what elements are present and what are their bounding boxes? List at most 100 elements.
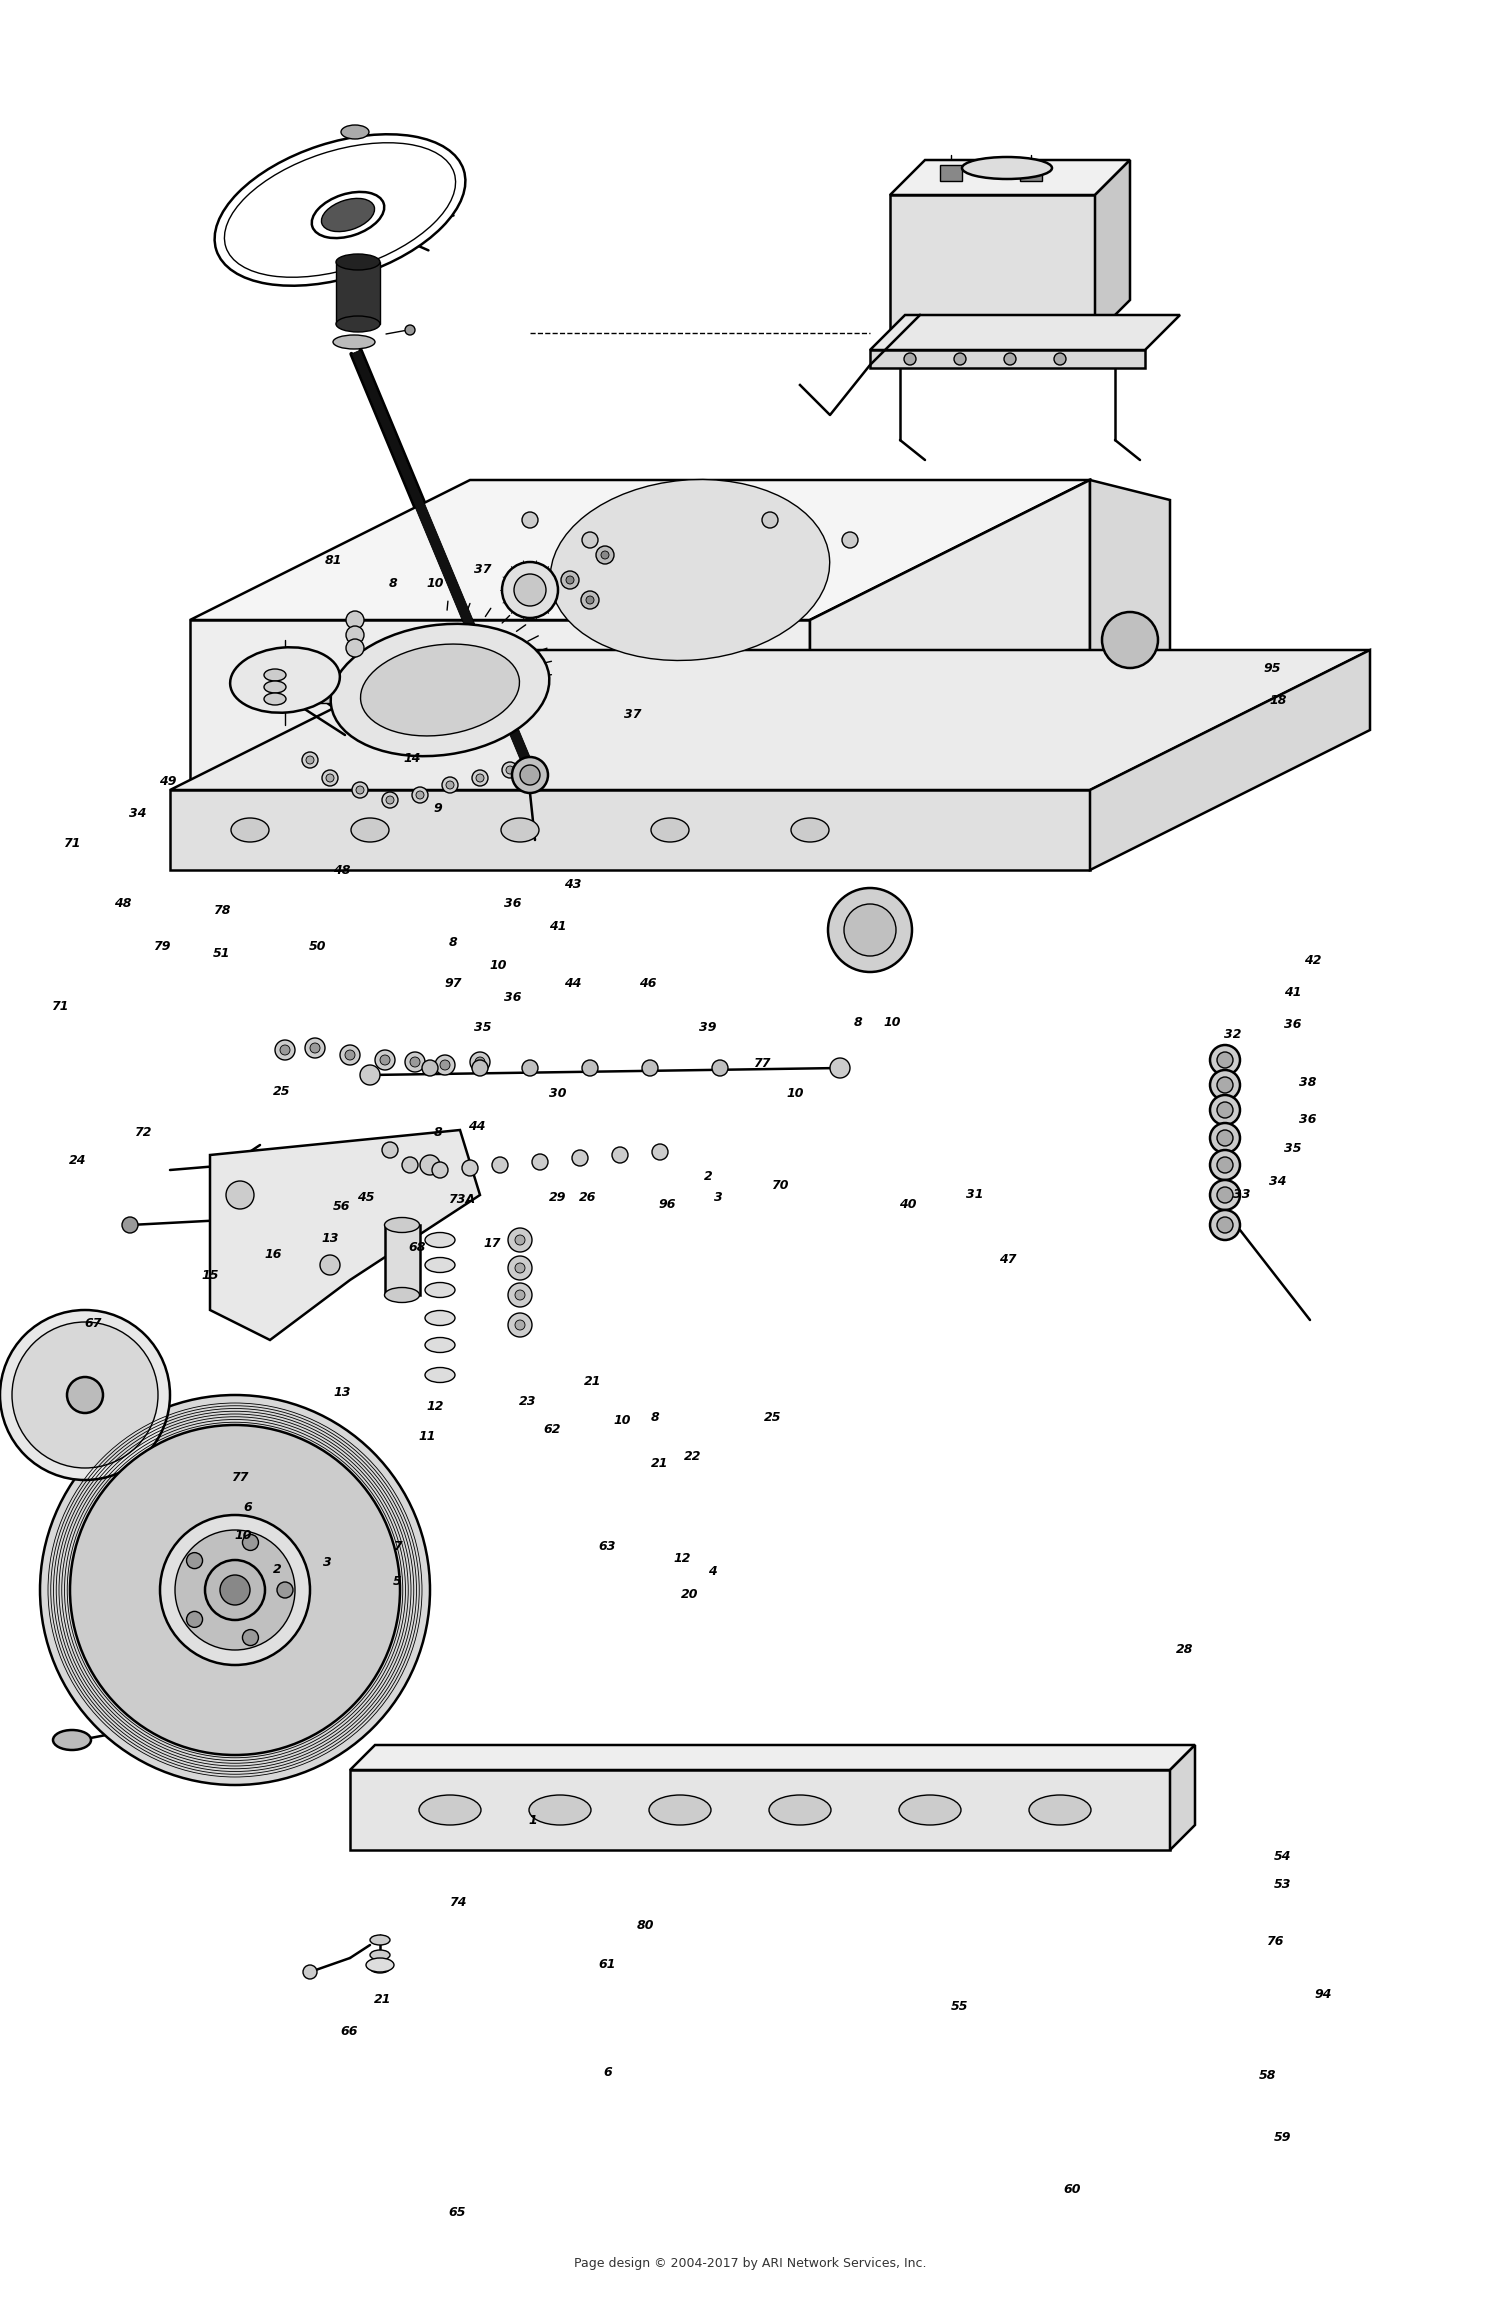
Circle shape (1004, 354, 1016, 365)
Polygon shape (870, 349, 1144, 368)
Circle shape (432, 1163, 448, 1179)
Text: 5: 5 (393, 1574, 402, 1588)
Text: 36: 36 (504, 990, 522, 1004)
Text: 1: 1 (528, 1813, 537, 1827)
Text: 2: 2 (704, 1170, 712, 1183)
Circle shape (514, 1234, 525, 1246)
Text: 10: 10 (614, 1413, 632, 1427)
Circle shape (514, 1264, 525, 1273)
Circle shape (512, 756, 548, 793)
Text: 54: 54 (1274, 1850, 1292, 1864)
Text: 50: 50 (309, 940, 327, 954)
Text: 6: 6 (603, 2066, 612, 2080)
Text: 62: 62 (543, 1422, 561, 1436)
Text: 3: 3 (322, 1556, 332, 1570)
Text: 10: 10 (426, 577, 444, 591)
Circle shape (1216, 1131, 1233, 1147)
Circle shape (462, 1160, 478, 1177)
Ellipse shape (336, 255, 380, 269)
Circle shape (652, 1144, 668, 1160)
Text: 56: 56 (333, 1200, 351, 1213)
Text: 68: 68 (408, 1241, 426, 1255)
Circle shape (186, 1611, 202, 1627)
Text: 80: 80 (636, 1919, 654, 1933)
Circle shape (1210, 1046, 1240, 1075)
Circle shape (1216, 1052, 1233, 1069)
Circle shape (12, 1321, 158, 1468)
Circle shape (642, 1059, 658, 1075)
Ellipse shape (651, 818, 688, 841)
Text: 42: 42 (1304, 954, 1322, 967)
Text: 10: 10 (884, 1016, 902, 1030)
Text: 36: 36 (504, 896, 522, 910)
Circle shape (226, 1181, 254, 1209)
Circle shape (382, 793, 398, 809)
Polygon shape (170, 791, 1090, 871)
Text: 63: 63 (598, 1540, 616, 1553)
Circle shape (1216, 1188, 1233, 1202)
Text: 51: 51 (213, 947, 231, 961)
Ellipse shape (550, 480, 830, 660)
Circle shape (413, 786, 428, 802)
Circle shape (322, 770, 338, 786)
Circle shape (302, 751, 318, 768)
Polygon shape (870, 315, 1180, 349)
Text: 94: 94 (1314, 1988, 1332, 2002)
Text: 76: 76 (1266, 1935, 1284, 1949)
Ellipse shape (366, 1958, 394, 1972)
Text: 41: 41 (1284, 986, 1302, 1000)
Text: 15: 15 (201, 1268, 219, 1282)
Text: 30: 30 (549, 1087, 567, 1101)
Ellipse shape (351, 818, 388, 841)
Text: 77: 77 (753, 1057, 771, 1071)
Circle shape (186, 1553, 202, 1570)
Circle shape (380, 1055, 390, 1064)
Text: 71: 71 (63, 836, 81, 850)
Text: 12: 12 (426, 1399, 444, 1413)
Text: 53: 53 (1274, 1877, 1292, 1891)
Circle shape (596, 547, 613, 563)
Polygon shape (190, 620, 810, 791)
Polygon shape (890, 195, 1095, 336)
Circle shape (503, 763, 518, 779)
Circle shape (566, 577, 574, 584)
Text: 96: 96 (658, 1197, 676, 1211)
Ellipse shape (264, 694, 286, 705)
Circle shape (1210, 1096, 1240, 1126)
Circle shape (842, 533, 858, 547)
Circle shape (509, 1312, 532, 1337)
Text: 48: 48 (114, 896, 132, 910)
Ellipse shape (264, 680, 286, 694)
Ellipse shape (370, 1951, 390, 1960)
Ellipse shape (360, 643, 519, 735)
Bar (386, 1225, 420, 1296)
Text: 66: 66 (340, 2025, 358, 2038)
Circle shape (206, 1560, 266, 1620)
Circle shape (435, 1055, 454, 1075)
Circle shape (1210, 1179, 1240, 1211)
Text: 74: 74 (448, 1896, 466, 1910)
Ellipse shape (214, 133, 465, 285)
Circle shape (345, 1050, 355, 1059)
Text: 4: 4 (708, 1565, 717, 1579)
Ellipse shape (230, 648, 340, 712)
Ellipse shape (264, 669, 286, 680)
Text: 41: 41 (549, 919, 567, 933)
Circle shape (375, 1050, 394, 1071)
Circle shape (346, 639, 364, 657)
Circle shape (0, 1310, 170, 1480)
Circle shape (40, 1395, 430, 1786)
Ellipse shape (962, 156, 1052, 179)
Polygon shape (810, 480, 1090, 791)
Circle shape (1102, 611, 1158, 669)
Circle shape (476, 774, 484, 781)
Circle shape (405, 324, 416, 336)
Ellipse shape (330, 623, 549, 756)
Circle shape (1210, 1149, 1240, 1179)
Circle shape (220, 1574, 251, 1604)
Ellipse shape (231, 818, 268, 841)
Circle shape (712, 1059, 728, 1075)
Text: 26: 26 (579, 1190, 597, 1204)
Circle shape (122, 1218, 138, 1234)
Circle shape (356, 786, 364, 795)
